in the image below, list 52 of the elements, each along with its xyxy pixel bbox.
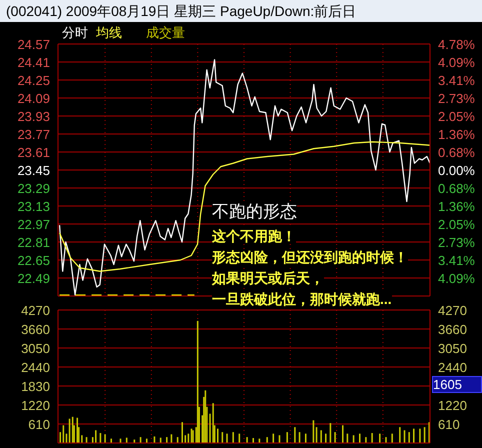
y-tick-label: 1220 xyxy=(21,398,50,413)
y2-tick-label: 4.78% xyxy=(438,37,476,52)
y-tick-label: 22.49 xyxy=(17,271,50,286)
y2-tick-label: 3050 xyxy=(438,341,467,356)
text: 分时 xyxy=(62,24,88,42)
y-tick-label: 23.13 xyxy=(17,199,50,214)
y2-tick-label: 2.05% xyxy=(438,217,476,232)
chart-title: (002041) 2009年08月19日 星期三 PageUp/Down:前后日 xyxy=(0,0,482,22)
y-tick-label: 610 xyxy=(28,417,50,432)
y2-tick-label: 2440 xyxy=(438,360,467,375)
text: 1605 xyxy=(432,376,482,393)
y2-tick-label: 0.68% xyxy=(438,145,476,160)
y-tick-label: 23.61 xyxy=(17,145,50,160)
y-tick-label: 24.25 xyxy=(17,73,50,88)
annotation: 不跑的形态 xyxy=(212,202,297,221)
y-tick-label: 24.41 xyxy=(17,55,50,70)
y2-tick-label: 2.05% xyxy=(438,108,476,124)
annotation: 一旦跌破此位，那时候就跑... xyxy=(212,291,392,307)
y2-tick-label: 2.73% xyxy=(438,91,476,106)
y2-tick-label: 1220 xyxy=(438,398,467,413)
y-tick-label: 1830 xyxy=(21,379,50,394)
y-tick-label: 23.93 xyxy=(17,109,50,124)
y2-tick-label: 3.41% xyxy=(438,252,476,268)
y-tick-label: 23.29 xyxy=(17,181,50,196)
y2-tick-label: 2.73% xyxy=(438,234,476,250)
y-tick-label: 23.45 xyxy=(17,163,50,178)
text: 均线 xyxy=(96,24,122,42)
y2-tick-label: 0.68% xyxy=(438,180,476,196)
y2-tick-label: 610 xyxy=(438,417,460,432)
y-tick-label: 3660 xyxy=(21,322,50,337)
y2-tick-label: 0.00% xyxy=(438,163,476,178)
y-tick-label: 2440 xyxy=(21,360,50,375)
annotation: 如果明天或后天， xyxy=(212,270,324,286)
y-tick-label: 4270 xyxy=(21,303,50,318)
y-tick-label: 23.77 xyxy=(17,127,50,142)
y2-tick-label: 3.41% xyxy=(438,73,476,88)
annotation: 形态凶险，但还没到跑的时候！ xyxy=(212,249,408,265)
y2-tick-label: 1.36% xyxy=(438,127,476,142)
y2-tick-label: 4270 xyxy=(438,303,467,318)
y2-tick-label: 4.09% xyxy=(438,55,476,70)
annotation: 这个不用跑！ xyxy=(212,228,296,244)
y2-tick-label: 3660 xyxy=(438,322,467,337)
y-tick-label: 22.65 xyxy=(17,253,50,268)
y-tick-label: 3050 xyxy=(21,341,50,356)
y2-tick-label: 4.09% xyxy=(438,270,476,286)
y-tick-label: 24.57 xyxy=(17,37,50,52)
y-tick-label: 22.81 xyxy=(17,235,50,250)
y-tick-label: 24.09 xyxy=(17,91,50,106)
y2-tick-label: 1.36% xyxy=(438,198,476,214)
text: 成交量 xyxy=(146,24,185,42)
y-tick-label: 22.97 xyxy=(17,217,50,232)
line-series xyxy=(58,141,431,272)
